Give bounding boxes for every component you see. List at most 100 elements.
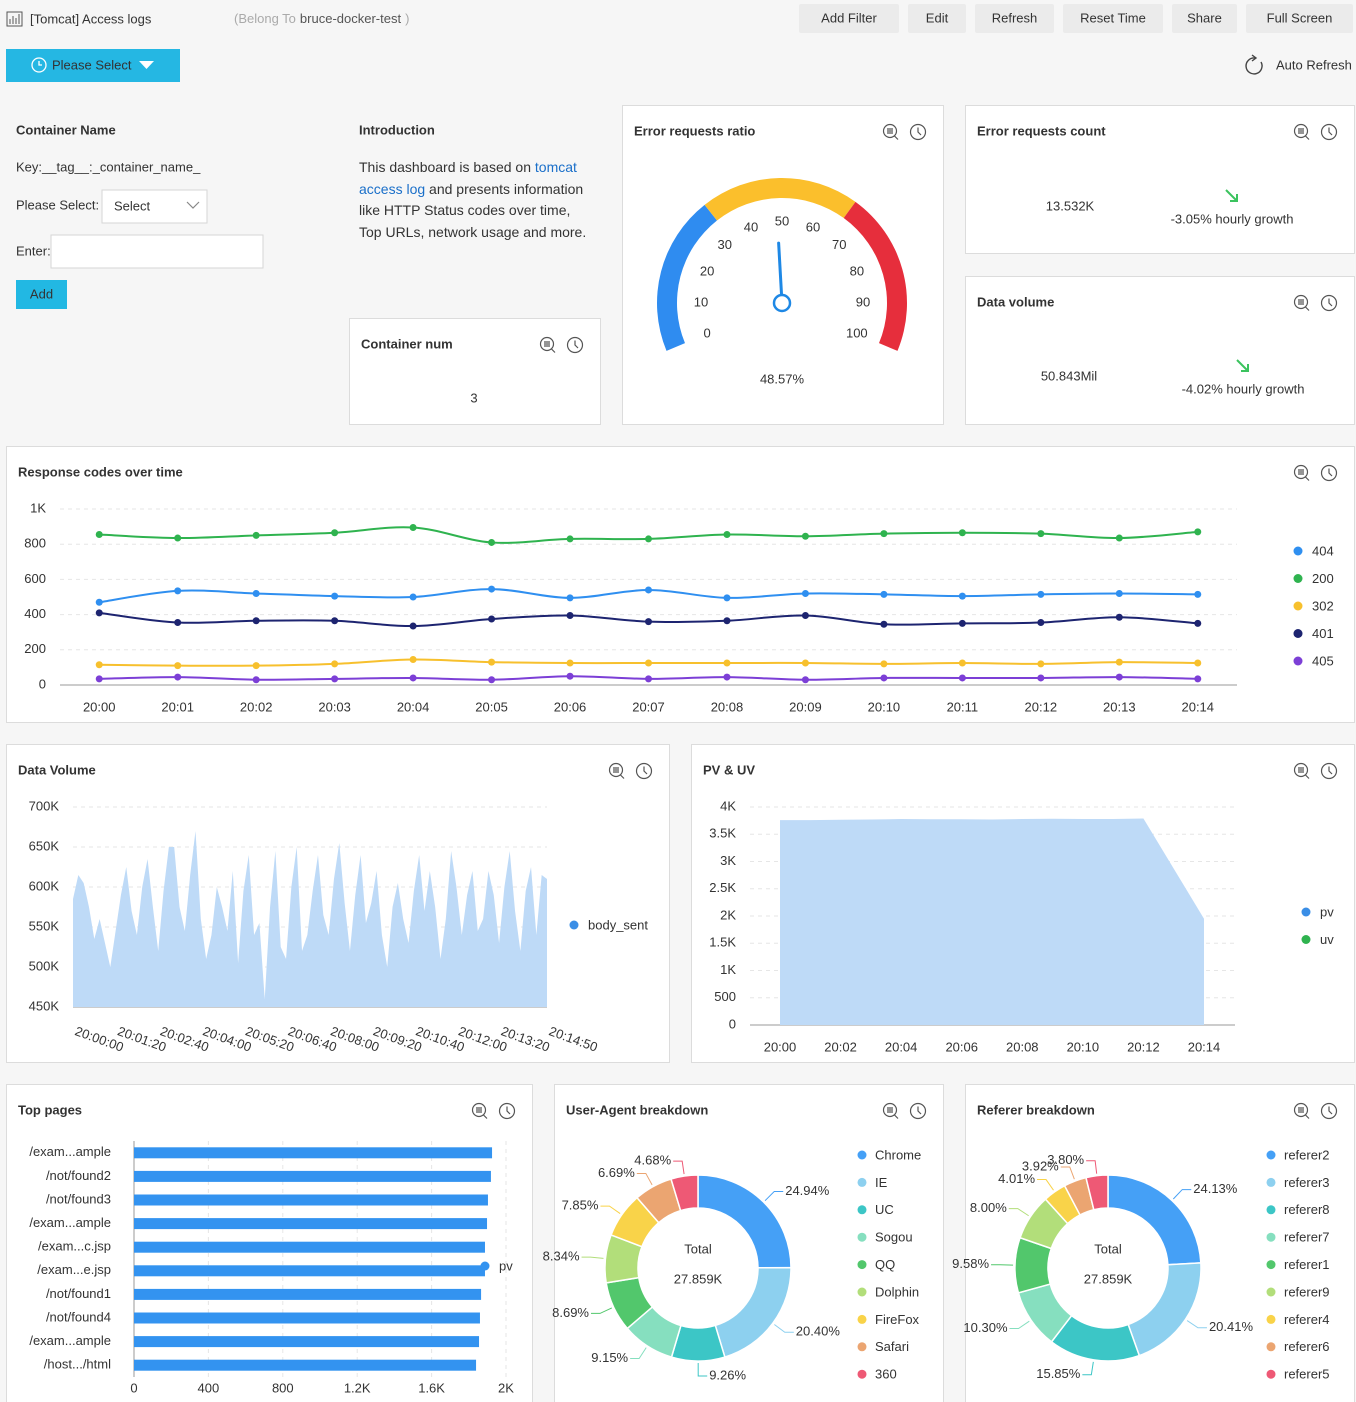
zoom-icon[interactable] (539, 336, 556, 353)
legend-label[interactable]: UC (875, 1202, 894, 1217)
time-picker[interactable] (6, 49, 180, 82)
clock-icon[interactable] (1320, 294, 1338, 312)
zoom-icon[interactable] (1293, 762, 1310, 779)
x-tick-label: 20:06 (554, 699, 587, 714)
data-point (95, 531, 103, 539)
legend-dot[interactable] (1266, 1150, 1276, 1160)
legend-label[interactable]: referer1 (1284, 1257, 1330, 1272)
legend-dot[interactable] (1266, 1177, 1276, 1187)
zoom-icon[interactable] (1293, 1102, 1310, 1119)
zoom-lines (1298, 469, 1310, 481)
clock-icon[interactable] (635, 762, 653, 780)
donut-slice[interactable] (1085, 1174, 1109, 1211)
zoom-icon[interactable] (1293, 464, 1310, 481)
legend-label[interactable]: Chrome (875, 1147, 921, 1162)
clock-icon[interactable] (566, 336, 584, 354)
data-point (252, 589, 260, 597)
legend-label[interactable]: referer9 (1284, 1284, 1330, 1299)
legend-label[interactable]: IE (875, 1175, 888, 1190)
header-button[interactable] (908, 4, 966, 33)
legend-dot[interactable] (1266, 1314, 1276, 1324)
legend-dot[interactable] (857, 1205, 867, 1215)
legend-dot[interactable] (857, 1287, 867, 1297)
clock-icon[interactable] (1320, 464, 1338, 482)
legend-label[interactable]: 405 (1312, 653, 1334, 668)
header-button[interactable] (1063, 4, 1163, 33)
legend-dot[interactable] (1266, 1287, 1276, 1297)
legend-label[interactable]: referer4 (1284, 1312, 1330, 1327)
legend-label[interactable]: referer6 (1284, 1339, 1330, 1354)
legend-dot[interactable] (857, 1232, 867, 1242)
legend-dot[interactable] (1266, 1342, 1276, 1352)
enter-input[interactable] (50, 234, 264, 269)
legend-label[interactable]: referer3 (1284, 1175, 1330, 1190)
clock-icon[interactable] (1320, 1102, 1338, 1120)
legend-dot[interactable] (857, 1150, 867, 1160)
select-box[interactable] (101, 189, 208, 224)
legend-dot[interactable] (1293, 656, 1303, 666)
legend-label[interactable]: Dolphin (875, 1284, 919, 1299)
legend-label[interactable]: 200 (1312, 571, 1334, 586)
legend-label[interactable]: referer7 (1284, 1230, 1330, 1245)
legend-dot[interactable] (857, 1314, 867, 1324)
header-button[interactable] (975, 4, 1054, 33)
clock-icon[interactable] (909, 123, 927, 141)
header-button[interactable] (1172, 4, 1237, 33)
bar (134, 1241, 485, 1253)
y-tick-label: 600 (24, 571, 46, 586)
leader-line (581, 1256, 604, 1259)
zoom-icon[interactable] (882, 123, 899, 140)
legend-dot[interactable] (1293, 574, 1303, 583)
zoom-icon[interactable] (608, 762, 625, 779)
big-number: 3 (470, 390, 477, 405)
legend-label[interactable]: referer8 (1284, 1202, 1330, 1217)
legend-label[interactable]: Sogou (875, 1230, 913, 1245)
data-point (958, 529, 966, 537)
header-button[interactable] (1246, 4, 1353, 33)
legend-dot[interactable] (1266, 1260, 1276, 1270)
clock-icon[interactable] (1320, 762, 1338, 780)
legend-label[interactable]: 401 (1312, 626, 1334, 641)
bar (134, 1265, 485, 1277)
legend-label[interactable]: 302 (1312, 598, 1334, 613)
legend-label[interactable]: Safari (875, 1339, 909, 1354)
add-button[interactable] (16, 280, 67, 309)
legend-label[interactable]: FireFox (875, 1312, 920, 1327)
clock-icon[interactable] (1320, 123, 1338, 141)
zoom-icon[interactable] (882, 1102, 899, 1119)
legend-dot[interactable] (480, 1261, 490, 1271)
zoom-icon[interactable] (1293, 294, 1310, 311)
legend-dot[interactable] (1293, 546, 1303, 556)
header-button[interactable] (799, 4, 899, 33)
donut-slice[interactable] (670, 1174, 699, 1212)
legend-dot[interactable] (1266, 1205, 1276, 1215)
panel-title: Referer breakdown (977, 1102, 1095, 1117)
legend-label[interactable]: body_sent (588, 917, 648, 932)
legend-label[interactable]: QQ (875, 1257, 895, 1272)
legend-dot[interactable] (857, 1369, 867, 1379)
legend-label[interactable]: referer5 (1284, 1367, 1330, 1382)
legend-label[interactable]: pv (1320, 904, 1334, 919)
legend-dot[interactable] (857, 1177, 867, 1187)
clock-icon[interactable] (909, 1102, 927, 1120)
panel-title: Container num (361, 336, 453, 351)
legend-dot[interactable] (569, 920, 579, 930)
legend-dot[interactable] (857, 1342, 867, 1352)
legend-dot[interactable] (1301, 935, 1311, 944)
legend-label[interactable]: 404 (1312, 543, 1334, 558)
legend-label[interactable]: uv (1320, 932, 1334, 947)
auto-refresh[interactable]: Auto Refresh (1276, 57, 1352, 72)
legend-dot[interactable] (1266, 1232, 1276, 1242)
legend-label[interactable]: pv (499, 1258, 513, 1273)
zoom-icon[interactable] (471, 1102, 488, 1119)
legend-label[interactable]: referer2 (1284, 1147, 1330, 1162)
clock-icon[interactable] (498, 1102, 516, 1120)
legend-dot[interactable] (1266, 1369, 1276, 1379)
legend-dot[interactable] (1293, 601, 1303, 611)
legend-dot[interactable] (1293, 629, 1303, 638)
legend-label[interactable]: 360 (875, 1367, 897, 1382)
zoom-icon[interactable] (1293, 123, 1310, 140)
legend-dot[interactable] (1301, 907, 1311, 917)
legend-dot[interactable] (857, 1260, 867, 1270)
intro-link[interactable]: tomcat access log (359, 159, 577, 197)
